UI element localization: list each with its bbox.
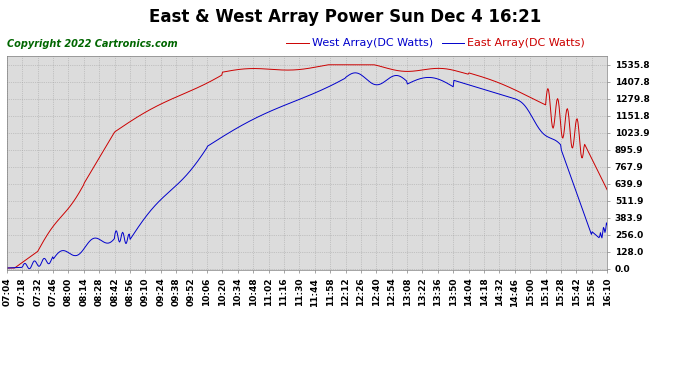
Legend: West Array(DC Watts), East Array(DC Watts): West Array(DC Watts), East Array(DC Watt… — [282, 34, 590, 53]
West Array(DC Watts) — [352, 63, 360, 67]
West Array(DC Watts) — [368, 63, 376, 67]
East Array(DC Watts) — [351, 70, 359, 75]
Line: East Array(DC Watts): East Array(DC Watts) — [7, 73, 607, 268]
East Array(DC Watts) — [460, 81, 468, 86]
West Array(DC Watts) — [3, 266, 11, 270]
West Array(DC Watts) — [324, 63, 333, 67]
Text: Copyright 2022 Cartronics.com: Copyright 2022 Cartronics.com — [7, 39, 177, 49]
Text: East & West Array Power Sun Dec 4 16:21: East & West Array Power Sun Dec 4 16:21 — [149, 8, 541, 26]
East Array(DC Watts) — [603, 223, 611, 227]
West Array(DC Watts) — [459, 70, 467, 75]
East Array(DC Watts) — [3, 266, 11, 270]
West Array(DC Watts) — [603, 188, 611, 192]
East Array(DC Watts) — [386, 75, 395, 80]
East Array(DC Watts) — [368, 81, 377, 86]
East Array(DC Watts) — [40, 256, 48, 261]
West Array(DC Watts) — [39, 238, 48, 243]
West Array(DC Watts) — [520, 92, 529, 97]
Line: West Array(DC Watts): West Array(DC Watts) — [7, 65, 607, 268]
East Array(DC Watts) — [26, 266, 34, 271]
East Array(DC Watts) — [353, 71, 361, 75]
East Array(DC Watts) — [521, 104, 529, 108]
West Array(DC Watts) — [386, 67, 394, 71]
